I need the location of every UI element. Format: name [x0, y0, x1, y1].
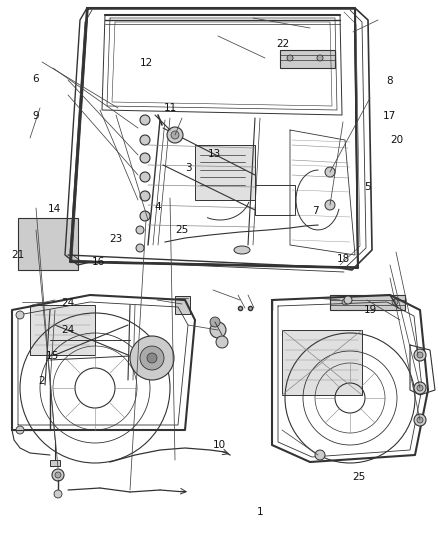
Circle shape: [287, 55, 293, 61]
Text: 24: 24: [61, 326, 74, 335]
Text: 16: 16: [92, 257, 105, 267]
Text: 20: 20: [390, 135, 403, 144]
Text: 9: 9: [32, 111, 39, 121]
Circle shape: [171, 131, 179, 139]
Text: 5: 5: [364, 182, 371, 191]
Circle shape: [210, 317, 220, 327]
Text: 24: 24: [61, 298, 74, 308]
Circle shape: [140, 135, 150, 145]
Circle shape: [342, 299, 348, 305]
Circle shape: [210, 322, 226, 338]
Circle shape: [140, 191, 150, 201]
Bar: [282, 330, 362, 395]
Text: 12: 12: [140, 58, 153, 68]
Text: 6: 6: [32, 74, 39, 84]
Circle shape: [140, 172, 150, 182]
Bar: [195, 145, 255, 200]
Circle shape: [325, 167, 335, 177]
Circle shape: [317, 55, 323, 61]
Text: 1: 1: [257, 507, 264, 516]
Text: 18: 18: [337, 254, 350, 263]
Circle shape: [414, 349, 426, 361]
Text: 23: 23: [110, 234, 123, 244]
Bar: [280, 50, 335, 68]
Bar: [330, 295, 405, 310]
Text: 2: 2: [38, 376, 45, 386]
Circle shape: [417, 385, 423, 391]
Circle shape: [136, 226, 144, 234]
Text: 15: 15: [46, 351, 59, 361]
Circle shape: [325, 200, 335, 210]
Circle shape: [315, 450, 325, 460]
Text: 21: 21: [11, 250, 24, 260]
Text: 8: 8: [386, 76, 393, 86]
Bar: [255, 185, 295, 215]
Text: 13: 13: [208, 149, 221, 158]
Text: 25: 25: [353, 472, 366, 482]
Circle shape: [140, 211, 150, 221]
Circle shape: [130, 336, 174, 380]
Circle shape: [216, 336, 228, 348]
Circle shape: [414, 414, 426, 426]
Text: 7: 7: [312, 206, 319, 215]
Ellipse shape: [234, 246, 250, 254]
Bar: [175, 296, 190, 314]
Circle shape: [417, 352, 423, 358]
Circle shape: [417, 417, 423, 423]
Circle shape: [147, 353, 157, 363]
Circle shape: [167, 127, 183, 143]
Circle shape: [52, 469, 64, 481]
Circle shape: [55, 472, 61, 478]
Bar: [50, 460, 60, 466]
Text: 10: 10: [212, 440, 226, 450]
Bar: [18, 218, 78, 270]
Circle shape: [140, 346, 164, 370]
Circle shape: [414, 382, 426, 394]
Text: 3: 3: [185, 163, 192, 173]
Bar: [30, 305, 95, 355]
Circle shape: [140, 115, 150, 125]
Text: 22: 22: [276, 39, 289, 49]
Text: 11: 11: [164, 103, 177, 112]
Circle shape: [136, 244, 144, 252]
Text: 14: 14: [48, 204, 61, 214]
Circle shape: [344, 296, 352, 304]
Text: 25: 25: [175, 225, 188, 235]
Circle shape: [16, 311, 24, 319]
Circle shape: [54, 490, 62, 498]
Circle shape: [392, 299, 398, 305]
Text: 4: 4: [154, 202, 161, 212]
Text: 19: 19: [364, 305, 377, 315]
Text: 17: 17: [383, 111, 396, 121]
Circle shape: [16, 426, 24, 434]
Circle shape: [140, 153, 150, 163]
